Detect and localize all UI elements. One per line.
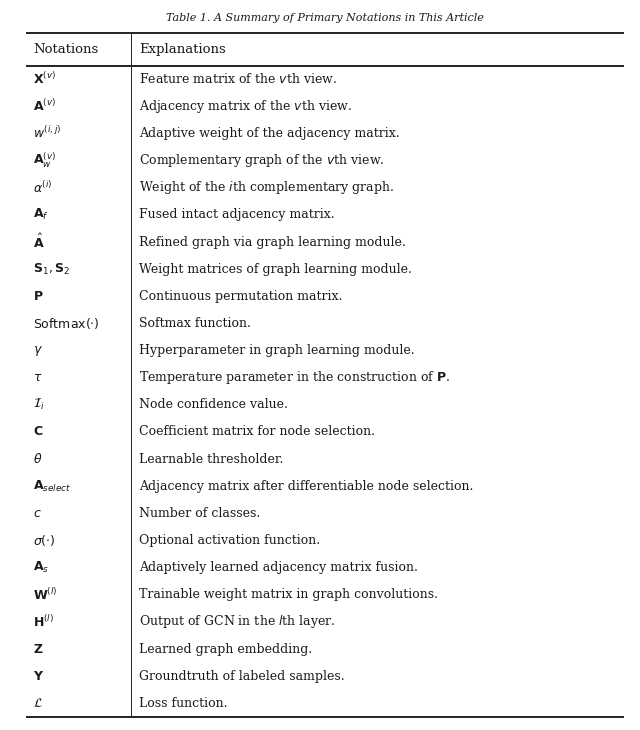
Text: Trainable weight matrix in graph convolutions.: Trainable weight matrix in graph convolu… (139, 588, 438, 602)
Text: $\mathbf{A}_w^{(v)}$: $\mathbf{A}_w^{(v)}$ (33, 151, 56, 170)
Text: $w^{(i,j)}$: $w^{(i,j)}$ (33, 126, 61, 142)
Text: Complementary graph of the $v$th view.: Complementary graph of the $v$th view. (139, 152, 385, 169)
Text: Temperature parameter in the construction of $\mathbf{P}$.: Temperature parameter in the constructio… (139, 369, 451, 386)
Text: $\mathbf{X}^{(v)}$: $\mathbf{X}^{(v)}$ (33, 72, 56, 87)
Text: Explanations: Explanations (139, 43, 226, 55)
Text: $\mathcal{I}_i$: $\mathcal{I}_i$ (33, 397, 45, 412)
Text: Adaptively learned adjacency matrix fusion.: Adaptively learned adjacency matrix fusi… (139, 561, 418, 574)
Text: $c$: $c$ (33, 507, 42, 520)
Text: Learnable thresholder.: Learnable thresholder. (139, 453, 284, 466)
Text: $\mathrm{Softmax}(\cdot)$: $\mathrm{Softmax}(\cdot)$ (33, 316, 100, 331)
Text: $\sigma(\cdot)$: $\sigma(\cdot)$ (33, 533, 56, 548)
Text: Table 1. A Summary of Primary Notations in This Article: Table 1. A Summary of Primary Notations … (166, 13, 484, 23)
Text: $\tau$: $\tau$ (33, 372, 43, 384)
Text: Notations: Notations (33, 43, 99, 55)
Text: Adaptive weight of the adjacency matrix.: Adaptive weight of the adjacency matrix. (139, 127, 399, 140)
Text: $\mathbf{S}_1, \mathbf{S}_2$: $\mathbf{S}_1, \mathbf{S}_2$ (33, 261, 70, 277)
Text: Number of classes.: Number of classes. (139, 507, 260, 520)
Text: Coefficient matrix for node selection.: Coefficient matrix for node selection. (139, 426, 375, 439)
Text: Refined graph via graph learning module.: Refined graph via graph learning module. (139, 236, 406, 248)
Text: Optional activation function.: Optional activation function. (139, 534, 320, 547)
Text: $\mathbf{Y}$: $\mathbf{Y}$ (33, 669, 45, 683)
Text: Fused intact adjacency matrix.: Fused intact adjacency matrix. (139, 209, 335, 221)
Text: $\mathbf{H}^{(l)}$: $\mathbf{H}^{(l)}$ (33, 614, 54, 630)
Text: Node confidence value.: Node confidence value. (139, 399, 288, 411)
Text: Hyperparameter in graph learning module.: Hyperparameter in graph learning module. (139, 344, 415, 357)
Text: Adjacency matrix of the $v$th view.: Adjacency matrix of the $v$th view. (139, 98, 352, 115)
Text: Adjacency matrix after differentiable node selection.: Adjacency matrix after differentiable no… (139, 480, 473, 493)
Text: $\alpha^{(i)}$: $\alpha^{(i)}$ (33, 180, 52, 196)
Text: $\mathbf{A}_f$: $\mathbf{A}_f$ (33, 207, 49, 223)
Text: Output of GCN in the $l$th layer.: Output of GCN in the $l$th layer. (139, 613, 335, 631)
Text: Learned graph embedding.: Learned graph embedding. (139, 642, 312, 656)
Text: Feature matrix of the $v$th view.: Feature matrix of the $v$th view. (139, 72, 337, 86)
Text: Weight matrices of graph learning module.: Weight matrices of graph learning module… (139, 263, 412, 276)
Text: $\mathbf{A}^{(v)}$: $\mathbf{A}^{(v)}$ (33, 99, 56, 115)
Text: Weight of the $i$th complementary graph.: Weight of the $i$th complementary graph. (139, 180, 394, 196)
Text: $\hat{\mathbf{A}}$: $\hat{\mathbf{A}}$ (33, 233, 45, 251)
Text: $\mathbf{P}$: $\mathbf{P}$ (33, 290, 44, 303)
Text: $\mathcal{L}$: $\mathcal{L}$ (33, 697, 44, 710)
Text: Continuous permutation matrix.: Continuous permutation matrix. (139, 290, 342, 303)
Text: $\gamma$: $\gamma$ (33, 344, 44, 358)
Text: $\mathbf{C}$: $\mathbf{C}$ (33, 426, 44, 439)
Text: $\theta$: $\theta$ (33, 452, 43, 466)
Text: Softmax function.: Softmax function. (139, 317, 251, 330)
Text: $\mathbf{Z}$: $\mathbf{Z}$ (33, 642, 44, 656)
Text: $\mathbf{A}_{select}$: $\mathbf{A}_{select}$ (33, 479, 71, 493)
Text: Loss function.: Loss function. (139, 697, 227, 710)
Text: Groundtruth of labeled samples.: Groundtruth of labeled samples. (139, 669, 344, 683)
Text: $\mathbf{A}_s$: $\mathbf{A}_s$ (33, 560, 49, 575)
Text: $\mathbf{W}^{(l)}$: $\mathbf{W}^{(l)}$ (33, 587, 58, 603)
